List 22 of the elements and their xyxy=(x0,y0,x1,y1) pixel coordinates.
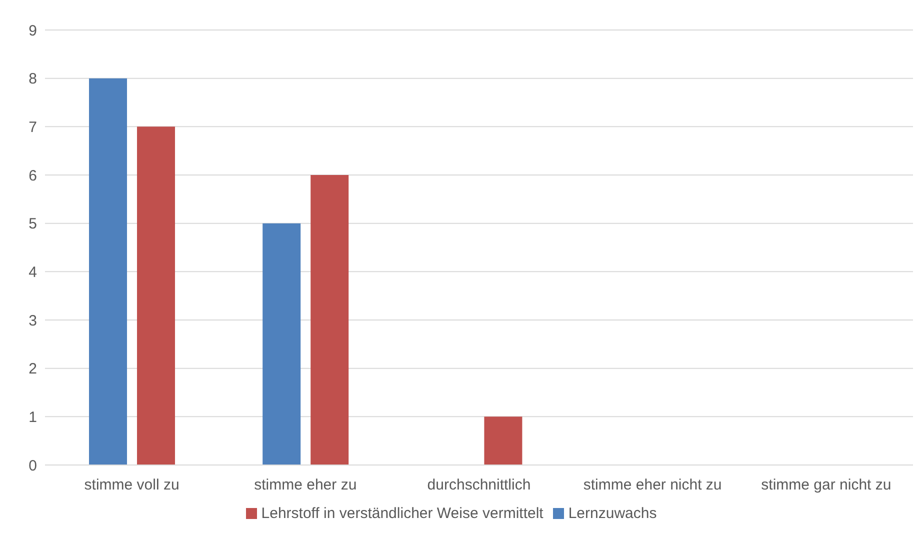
y-tick-label: 5 xyxy=(28,216,37,233)
bar xyxy=(89,78,127,465)
y-tick-label: 7 xyxy=(28,118,37,136)
y-tick-label: 6 xyxy=(28,167,37,184)
legend-label: Lehrstoff in verständlicher Weise vermittelt xyxy=(261,505,544,522)
x-tick-label: stimme eher zu xyxy=(254,476,357,494)
x-tick-label: stimme eher nicht zu xyxy=(583,476,722,494)
bar xyxy=(137,126,175,465)
x-tick-label: stimme voll zu xyxy=(84,476,180,494)
y-tick-label: 0 xyxy=(28,457,37,474)
y-tick-label: 1 xyxy=(28,408,37,426)
y-tick-label: 9 xyxy=(28,22,37,40)
bar xyxy=(310,175,349,465)
bar xyxy=(262,223,301,465)
bar xyxy=(484,416,522,465)
y-tick-label: 8 xyxy=(28,70,37,88)
legend-label: Lernzuwachs xyxy=(568,505,657,522)
x-tick-label: stimme gar nicht zu xyxy=(761,476,892,494)
y-tick-label: 2 xyxy=(28,360,37,378)
x-tick-label: durchschnittlich xyxy=(427,476,531,494)
y-tick-label: 3 xyxy=(28,312,37,330)
y-tick-label: 4 xyxy=(28,264,37,281)
